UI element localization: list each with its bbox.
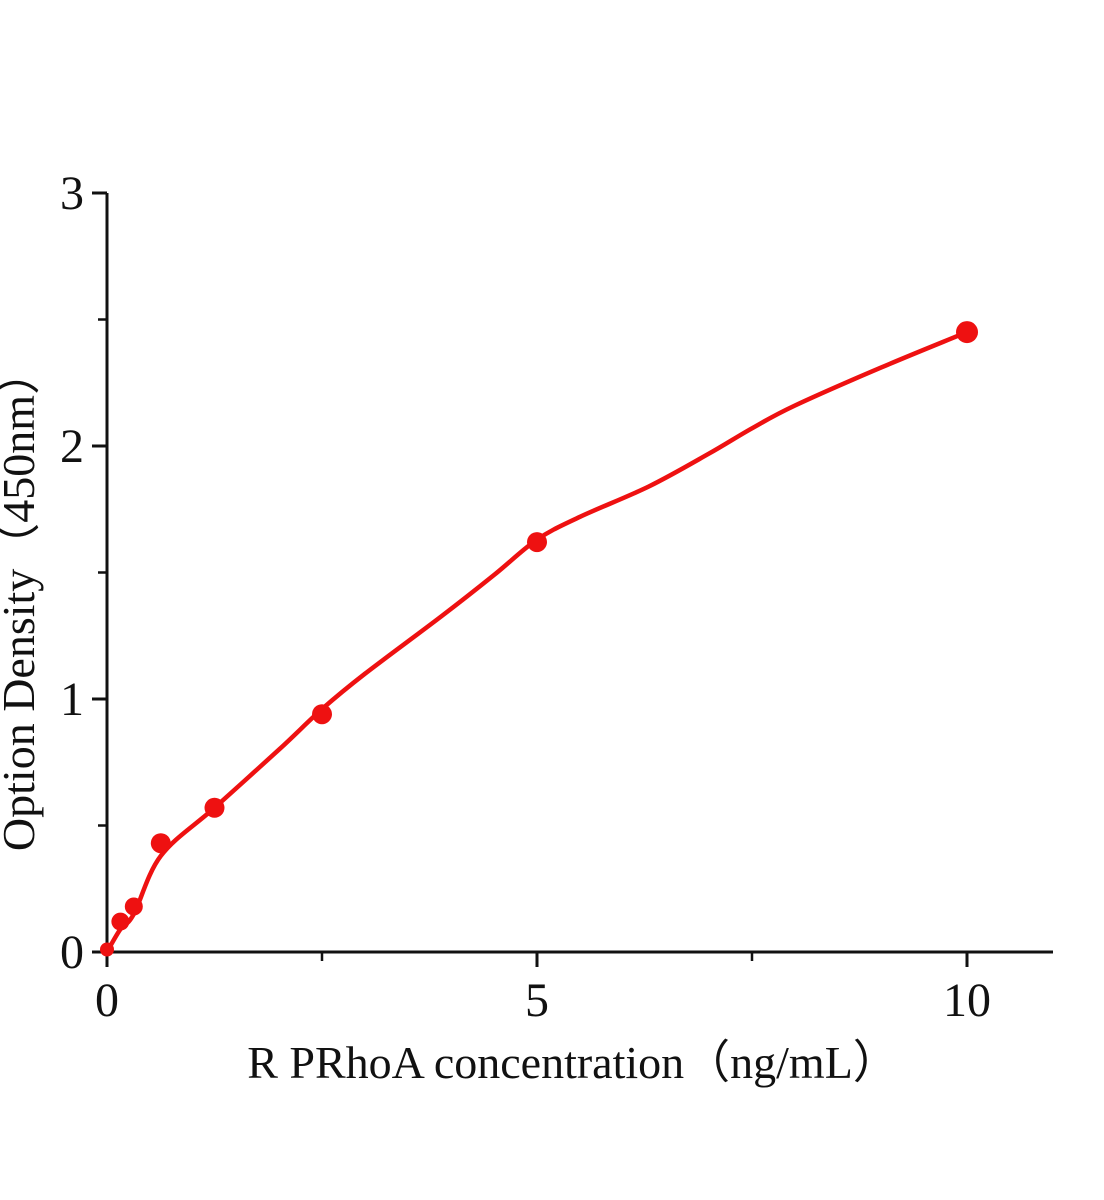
y-tick-label: 0	[60, 926, 84, 979]
fit-curve-path	[104, 329, 970, 955]
x-tick-label: 5	[525, 974, 549, 1027]
data-point	[124, 897, 143, 916]
y-tick-label: 1	[60, 673, 84, 726]
y-tick-label: 3	[60, 167, 84, 220]
x-axis-title: R PRhoA concentration（ng/mL）	[247, 1037, 899, 1088]
x-tick-label: 0	[95, 974, 119, 1027]
tick-labels-layer: 0 5 10 0 1 2 3	[60, 167, 991, 1027]
data-point	[150, 833, 171, 854]
y-axis-title: Option Density（450nm）	[0, 349, 44, 851]
data-point	[111, 912, 130, 931]
data-point	[100, 942, 114, 957]
data-point	[527, 532, 547, 553]
ticks-layer	[92, 191, 969, 967]
axes-layer	[92, 193, 1053, 967]
series-layer	[100, 321, 978, 957]
y-tick-label: 2	[60, 420, 84, 473]
data-point	[204, 797, 225, 818]
data-point	[312, 704, 332, 725]
x-tick-label: 10	[943, 974, 991, 1027]
data-point	[956, 321, 978, 344]
